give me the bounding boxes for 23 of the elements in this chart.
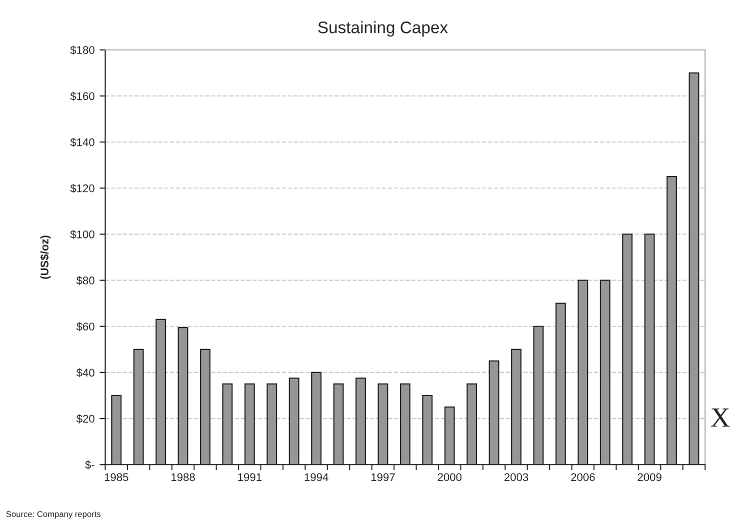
x-tick-label: 2003 <box>504 473 528 482</box>
text: X <box>710 408 730 427</box>
y-tick-label: $100 <box>70 230 94 240</box>
x-tick-label: 2009 <box>638 473 662 482</box>
x-tick-label: 2000 <box>438 473 462 482</box>
x-tick-label: 1994 <box>304 473 328 482</box>
source-note: Source: Company reports <box>6 511 101 519</box>
x-tick-label: 1997 <box>371 473 395 482</box>
y-tick-label: $60 <box>76 322 94 332</box>
x-tick-label: 1988 <box>171 473 195 482</box>
y-tick-label: $140 <box>70 138 94 147</box>
y-axis-title: (US$/oz) <box>40 236 51 279</box>
y-tick-label: $160 <box>70 92 94 101</box>
x-tick-label: 1991 <box>238 473 262 482</box>
x-tick-label: 1985 <box>104 473 128 482</box>
chart-title: Sustaining Capex <box>318 21 448 37</box>
y-tick-label: $40 <box>76 368 94 378</box>
y-tick-label: $- <box>85 460 94 470</box>
y-tick-label: $80 <box>76 276 94 286</box>
y-tick-label: $120 <box>70 184 94 193</box>
x-tick-label: 2006 <box>571 473 595 482</box>
y-tick-label: $20 <box>76 414 94 424</box>
y-tick-label: $180 <box>70 46 94 55</box>
